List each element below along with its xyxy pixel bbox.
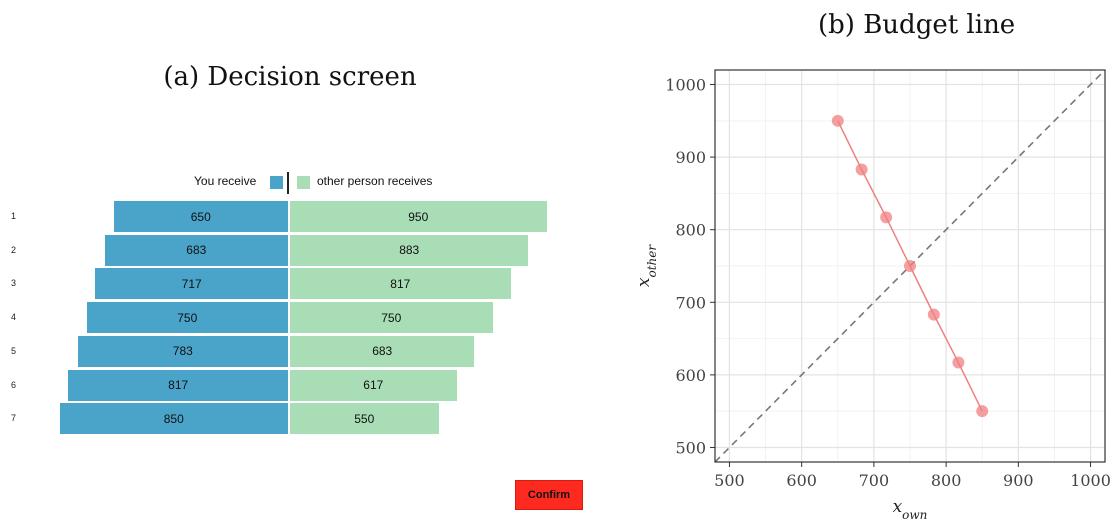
option-3-own-bar[interactable]: 717 [95, 268, 288, 300]
plot-background [715, 70, 1105, 462]
option-4-other-bar[interactable]: 750 [290, 302, 493, 334]
y-tick-label: 800 [675, 221, 706, 240]
data-point [976, 405, 989, 418]
option-1-own-bar[interactable]: 650 [113, 201, 288, 232]
option-5-other-bar[interactable]: 683 [290, 335, 475, 367]
legend-own-swatch [270, 176, 283, 189]
decision-screen-title: (a) Decision screen [163, 62, 417, 92]
x-tick-label: 900 [1003, 471, 1034, 490]
budget-line-title: (b) Budget line [818, 10, 1016, 40]
y-tick-label: 700 [675, 293, 706, 312]
y-tick-label: 900 [675, 148, 706, 167]
x-tick-label: 500 [714, 471, 745, 490]
data-point [855, 163, 868, 176]
row-number: 3 [11, 278, 17, 289]
y-tick-label: 1000 [665, 76, 706, 95]
option-6-other-bar[interactable]: 617 [290, 369, 457, 401]
option-3-other-bar[interactable]: 817 [290, 268, 511, 300]
data-point [880, 211, 893, 224]
row-number: 2 [11, 244, 17, 255]
data-point [831, 114, 844, 127]
row-number: 1 [11, 211, 17, 221]
legend-divider [287, 172, 289, 194]
series-line [837, 120, 983, 412]
option-2-other-bar[interactable]: 883 [290, 234, 529, 266]
plot-border [714, 69, 1106, 463]
legend-own-label: You receive [194, 174, 257, 188]
option-1-other-bar[interactable]: 950 [290, 201, 547, 232]
legend-other-label: other person receives [317, 174, 433, 188]
row-number: 7 [11, 413, 17, 424]
x-tick-label: 1000 [1070, 471, 1111, 490]
confirm-button[interactable]: Confirm [515, 480, 583, 510]
x-tick-label: 700 [859, 471, 890, 490]
data-point [904, 260, 916, 272]
option-4-own-bar[interactable]: 750 [86, 302, 288, 334]
y-tick-label: 600 [675, 366, 706, 385]
data-point [952, 356, 965, 369]
option-5-own-bar[interactable]: 783 [77, 335, 288, 367]
row-number: 6 [11, 379, 17, 390]
row-number: 4 [11, 312, 17, 323]
x-tick-label: 600 [786, 471, 817, 490]
y-axis-label: xother [634, 244, 659, 287]
legend-other-swatch [297, 176, 310, 189]
reference-line [714, 69, 1106, 463]
row-number: 5 [11, 345, 17, 356]
x-tick-label: 800 [931, 471, 962, 490]
option-2-own-bar[interactable]: 683 [104, 234, 288, 266]
x-axis-label: xown [893, 497, 928, 520]
option-7-other-bar[interactable]: 550 [290, 403, 439, 435]
data-point [927, 308, 940, 321]
option-7-own-bar[interactable]: 850 [59, 403, 288, 435]
y-tick-label: 500 [675, 438, 706, 457]
option-6-own-bar[interactable]: 817 [68, 369, 288, 401]
